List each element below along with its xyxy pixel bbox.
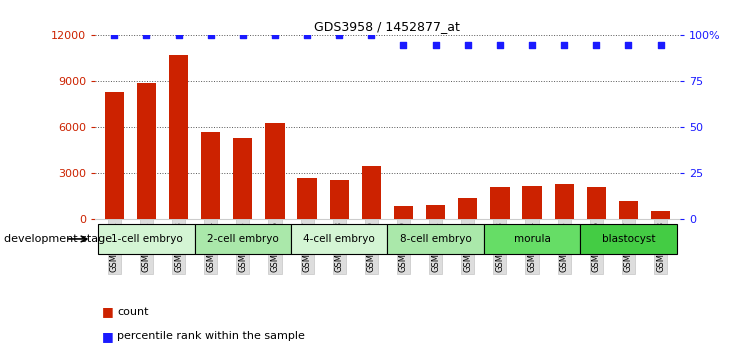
Point [494,42,506,47]
Point [430,42,442,47]
Text: percentile rank within the sample: percentile rank within the sample [117,331,305,341]
Bar [291,224,387,254]
Point [333,33,345,38]
Text: blastocyst: blastocyst [602,234,655,244]
Point [398,42,409,47]
Point [205,33,216,38]
Point [301,33,313,38]
Point [237,33,249,38]
Bar [491,187,510,219]
Bar [587,187,606,219]
Text: development stage: development stage [4,234,112,244]
Bar [387,224,484,254]
Text: ■: ■ [102,330,114,343]
Bar [394,206,413,219]
Bar [523,187,542,219]
Point [655,42,667,47]
Point [591,42,602,47]
Bar [458,198,477,219]
Text: 1-cell embryo: 1-cell embryo [110,234,182,244]
Bar [580,224,677,254]
Bar [265,123,284,219]
Bar [555,184,574,219]
Bar [298,178,317,219]
Text: 2-cell embryo: 2-cell embryo [207,234,279,244]
Point [526,42,538,47]
Point [462,42,474,47]
Point [623,42,635,47]
Text: 8-cell embryo: 8-cell embryo [400,234,471,244]
Text: 4-cell embryo: 4-cell embryo [303,234,375,244]
Bar [233,138,252,219]
Bar [330,179,349,219]
Bar [618,201,638,219]
Bar [426,205,445,219]
Text: count: count [117,307,148,316]
Text: ■: ■ [102,305,114,318]
Point [269,33,281,38]
Point [558,42,570,47]
Point [108,33,120,38]
Bar [98,224,194,254]
Text: morula: morula [514,234,550,244]
Bar [651,211,670,219]
Bar [169,55,188,219]
Bar [194,224,291,254]
Bar [137,83,156,219]
Bar [484,224,580,254]
Title: GDS3958 / 1452877_at: GDS3958 / 1452877_at [314,20,461,33]
Bar [105,92,124,219]
Bar [201,132,220,219]
Point [173,33,184,38]
Point [140,33,152,38]
Point [366,33,377,38]
Bar [362,166,381,219]
